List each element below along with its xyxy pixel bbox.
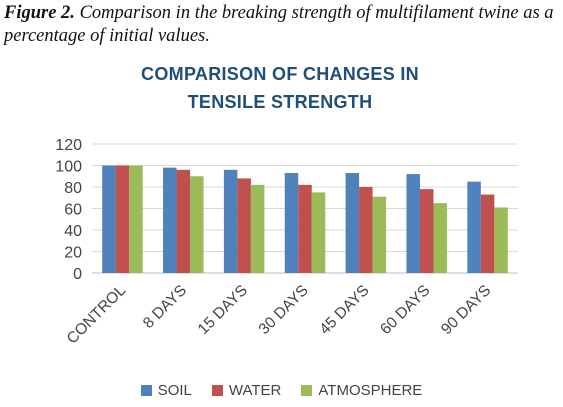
- bar-atmosphere-control: [129, 165, 143, 273]
- y-tick-label: 60: [64, 202, 82, 219]
- bar-atmosphere-45-days: [372, 196, 387, 273]
- bar-soil-30-days: [284, 173, 299, 273]
- chart-legend: SOIL WATER ATMOSPHERE: [0, 382, 563, 399]
- chart-title-line-2: TENSILE STRENGTH: [187, 92, 373, 112]
- legend-label-atmosphere: ATMOSPHERE: [318, 382, 423, 399]
- bar-soil-8-days: [163, 167, 177, 273]
- x-tick-label: 90 DAYS: [438, 282, 494, 338]
- figure-caption: Figure 2. Comparison in the breaking str…: [4, 2, 560, 48]
- legend-item-water: WATER: [211, 382, 282, 399]
- x-tick-label: 30 DAYS: [256, 282, 312, 338]
- bar-atmosphere-8-days: [190, 176, 204, 273]
- legend-swatch-soil: [140, 385, 152, 396]
- bar-atmosphere-60-days: [433, 203, 447, 273]
- y-tick-label: 20: [64, 245, 82, 262]
- x-tick-label: 45 DAYS: [316, 282, 372, 338]
- x-tick-label: CONTROL: [64, 282, 130, 348]
- x-tick-label: 15 DAYS: [195, 282, 251, 338]
- bar-water-45-days: [359, 187, 373, 273]
- bar-water-control: [115, 165, 130, 273]
- bar-water-15-days: [237, 178, 251, 273]
- figure-caption-text: Comparison in the breaking strength of m…: [4, 3, 554, 46]
- y-tick-label: 120: [55, 137, 82, 154]
- bar-soil-60-days: [406, 174, 420, 273]
- bar-atmosphere-90-days: [494, 207, 508, 273]
- bar-soil-control: [102, 165, 116, 273]
- legend-swatch-water: [211, 385, 223, 396]
- bar-atmosphere-15-days: [250, 184, 265, 273]
- legend-swatch-atmosphere: [301, 385, 313, 396]
- bar-water-30-days: [298, 184, 312, 273]
- y-tick-label: 40: [64, 223, 82, 240]
- bar-water-60-days: [419, 189, 434, 273]
- y-tick-label: 100: [55, 159, 82, 176]
- bar-soil-45-days: [345, 173, 360, 273]
- chart-title-line-1: COMPARISON OF CHANGES IN: [141, 64, 419, 84]
- legend-label-water: WATER: [228, 382, 282, 399]
- figure-label: Figure 2.: [4, 3, 75, 23]
- bar-soil-15-days: [223, 169, 238, 273]
- bar-soil-90-days: [467, 181, 481, 273]
- bar-chart: 0 20 40 60 80 100 120 CONTROL 8 DAYS 15 DAYS 30 DA…: [55, 137, 518, 348]
- y-tick-label: 80: [64, 180, 82, 197]
- legend-label-soil: SOIL: [157, 382, 192, 399]
- bar-water-90-days: [480, 194, 495, 273]
- bar-atmosphere-30-days: [311, 192, 326, 273]
- x-tick-label: 8 DAYS: [140, 282, 190, 332]
- x-tick-label: 60 DAYS: [377, 282, 433, 338]
- y-tick-label: 0: [73, 266, 82, 283]
- legend-item-soil: SOIL: [140, 382, 192, 399]
- legend-item-atmosphere: ATMOSPHERE: [301, 382, 422, 399]
- bar-water-8-days: [176, 169, 191, 273]
